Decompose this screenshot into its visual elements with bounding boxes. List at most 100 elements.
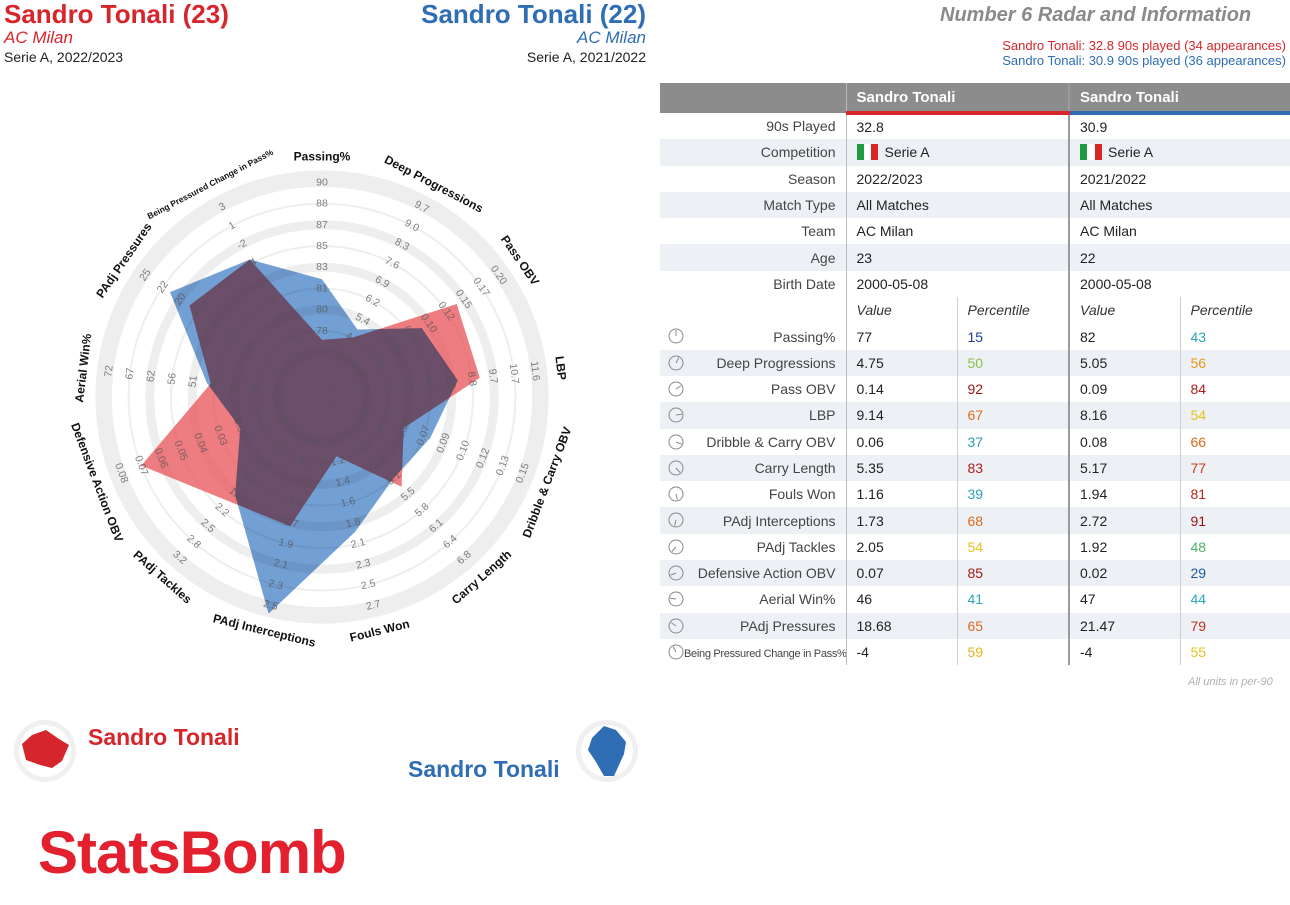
metric-label-cell: Being Pressured Change in Pass%	[660, 639, 846, 665]
radar-tick-label: 35	[250, 382, 263, 395]
row-value: 22	[1068, 244, 1290, 271]
metric-value: 0.08	[1068, 428, 1180, 455]
metric-value: 5.05	[1068, 349, 1180, 376]
subheader-value: Value	[1068, 297, 1180, 324]
radar-tick-label: 1.6	[339, 495, 356, 510]
metric-percentile: 15	[956, 323, 1069, 350]
radar-tick-label: 17	[189, 303, 206, 320]
radar-tick-label: 10.7	[507, 363, 521, 385]
table-row: Dribble & Carry OBV 0.06 37 0.08 66	[660, 428, 1290, 455]
radar-tick-label: 87	[316, 219, 328, 231]
radar-tick-label: 2.3	[355, 557, 372, 572]
metric-percentile: 77	[1179, 454, 1290, 482]
metric-dial-icon	[668, 407, 684, 423]
metric-value: 1.16	[845, 481, 957, 508]
subheader-blank	[660, 297, 846, 323]
metric-label: Carry Length	[754, 460, 836, 476]
metric-dial-icon	[668, 565, 684, 581]
row-value-text: All Matches	[856, 197, 929, 214]
metric-label-cell: LBP	[660, 402, 846, 429]
metric-percentile: 54	[956, 533, 1069, 561]
metric-value: 8.16	[1068, 402, 1180, 429]
radar-tick-label: 78	[316, 325, 328, 337]
radar-tick-label: 0.9	[303, 433, 320, 448]
metric-percentile: 67	[956, 402, 1069, 429]
subheader-percentile: Percentile	[956, 297, 1069, 324]
radar-tick-label: 10	[242, 339, 259, 356]
metric-dial-icon	[668, 591, 684, 607]
units-footnote: All units in per-90	[1188, 676, 1273, 688]
metric-percentile: 48	[1179, 533, 1290, 561]
metric-value: 0.07	[845, 560, 957, 587]
metric-percentile: 41	[956, 586, 1069, 613]
row-value: 23	[845, 244, 1069, 271]
row-value: Serie A	[1068, 139, 1290, 166]
metric-label: Defensive Action OBV	[697, 565, 836, 582]
radar-tick-label: 25	[137, 267, 154, 284]
metric-label-cell: PAdj Tackles	[660, 534, 846, 560]
radar-tick-label: 67	[123, 367, 136, 380]
table-row: Carry Length 5.35 83 5.17 77	[660, 454, 1290, 482]
radar-tick-label: 2.1	[272, 557, 289, 572]
radar-ring	[127, 202, 517, 592]
row-value: 2022/2023	[845, 165, 1069, 192]
radar-tick-label: 76	[316, 346, 328, 358]
row-value-text: 30.9	[1080, 119, 1108, 136]
metric-value: 1.73	[845, 507, 957, 534]
table-row: PAdj Tackles 2.05 54 1.92 48	[660, 533, 1290, 561]
metric-percentile: 44	[1179, 586, 1290, 613]
row-label: Match Type	[660, 191, 846, 219]
metric-dial-icon	[668, 460, 684, 476]
metric-dial-icon	[668, 381, 684, 397]
radar-tick-label: 1.3	[293, 474, 310, 489]
metric-percentile: 56	[1179, 349, 1290, 376]
radar-ring	[102, 177, 542, 617]
metric-label-cell: Deep Progressions	[660, 349, 846, 376]
metric-label: LBP	[809, 407, 836, 424]
radar-tick-label: 56	[165, 372, 178, 385]
player1-legend-icon	[14, 720, 76, 782]
table-row: Pass OBV 0.14 92 0.09 84	[660, 375, 1290, 403]
player2-legend-icon	[576, 720, 638, 782]
metric-value: 1.92	[1068, 533, 1180, 561]
player1-competition-season: Serie A, 2022/2023	[4, 49, 124, 65]
radar-tick-label: 1.0	[324, 433, 341, 448]
radar-tick-label: 83	[316, 261, 328, 273]
radar-tick-label: 8.8	[465, 371, 479, 387]
table-row: PAdj Pressures 18.68 65 21.47 79	[660, 612, 1290, 639]
info-table: Sandro Tonali Sandro Tonali 90s Played 32…	[660, 83, 1290, 666]
metric-value: 47	[1068, 586, 1180, 613]
table-row: Team AC Milan AC Milan	[660, 218, 1290, 245]
row-value: AC Milan	[1068, 218, 1290, 245]
metric-value: 5.35	[845, 454, 957, 482]
radar-tick-label: 20	[172, 291, 189, 308]
metric-percentile: 79	[1179, 612, 1290, 639]
radar-ring	[145, 220, 499, 574]
metric-label-cell: Passing%	[660, 323, 846, 349]
subheader-percentile: Percentile	[1179, 297, 1290, 324]
metric-label-cell: Defensive Action OBV	[660, 560, 846, 587]
metric-label-cell: Fouls Won	[660, 481, 846, 507]
table-row: Season 2022/2023 2021/2022	[660, 165, 1290, 192]
radar-tick-label: 1.5	[287, 495, 304, 510]
table-row: Competition Serie A Serie A	[660, 139, 1290, 166]
row-value: 30.9	[1068, 113, 1290, 140]
italy-flag-icon	[856, 144, 879, 161]
radar-tick-label: 88	[316, 198, 328, 210]
radar-tick-label: 5	[278, 365, 291, 377]
metric-percentile: 29	[1179, 560, 1290, 587]
table-row: Birth Date 2000-05-08 2000-05-08	[660, 270, 1290, 298]
metric-percentile: 39	[956, 481, 1069, 508]
metric-value: 9.14	[845, 402, 957, 429]
metric-dial-icon	[668, 512, 684, 528]
italy-flag-icon	[1080, 144, 1102, 161]
metric-dial-icon	[668, 355, 684, 371]
table-header-player2: Sandro Tonali	[1068, 83, 1290, 115]
table-row: Age 23 22	[660, 244, 1290, 271]
row-value-text: Serie A	[884, 144, 930, 161]
table-row: Deep Progressions 4.75 50 5.05 56	[660, 349, 1290, 376]
row-label: Season	[788, 170, 836, 187]
player2-name: Sandro Tonali (22)	[421, 0, 646, 29]
radar-tick-label: 80	[316, 304, 328, 316]
metric-dial-icon	[668, 618, 684, 634]
